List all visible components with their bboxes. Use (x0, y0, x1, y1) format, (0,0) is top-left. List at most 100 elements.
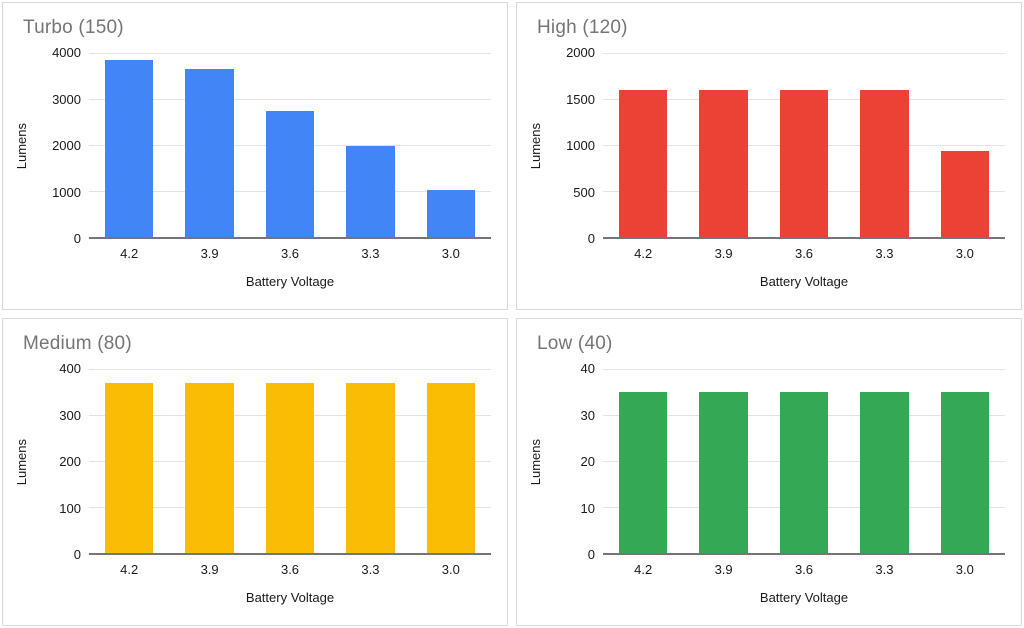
bar-band (250, 369, 330, 553)
bar-band (250, 53, 330, 237)
y-tick-label: 0 (587, 547, 595, 562)
x-axis-title: Battery Voltage (759, 590, 849, 605)
x-tick-label: 3.3 (361, 562, 380, 577)
y-tick-label: 400 (59, 361, 81, 376)
plot-area (603, 369, 1005, 555)
bar (346, 382, 395, 553)
plot-area (89, 369, 491, 555)
x-tick-label: 3.9 (714, 562, 733, 577)
y-tick-label: 100 (59, 500, 81, 516)
y-axis-title-column: Lumens (517, 369, 553, 555)
x-tick-label: 3.3 (361, 246, 380, 261)
y-tick-label: 20 (580, 454, 595, 469)
bar-band (683, 369, 763, 553)
x-tick-labels: 4.2 3.9 3.6 3.3 3.0 (89, 562, 491, 578)
bar (426, 189, 475, 237)
y-tick-label: 300 (59, 407, 81, 423)
x-tick-label: 4.2 (634, 246, 653, 261)
gridline (89, 99, 491, 100)
plot-column: 4.2 3.9 3.6 3.3 3.0 Battery Voltage (603, 53, 1005, 289)
chart-card-high[interactable]: High (120) Lumens 0 500 1000 1500 2000 4.2 3.… (516, 2, 1022, 310)
x-tick-labels: 4.2 3.9 3.6 3.3 3.0 (89, 246, 491, 262)
x-axis-title: Battery Voltage (759, 274, 849, 289)
x-tick-labels: 4.2 3.9 3.6 3.3 3.0 (603, 246, 1005, 262)
y-tick-label: 10 (580, 500, 595, 516)
plot-column: 4.2 3.9 3.6 3.3 3.0 Battery Voltage (89, 369, 491, 605)
bar (185, 382, 234, 553)
y-axis-title-column: Lumens (3, 369, 39, 555)
chart-card-low[interactable]: Low (40) Lumens 0 10 20 30 40 4.2 3.9 3.6 3.3 3.… (516, 318, 1022, 626)
y-axis-title-column: Lumens (517, 53, 553, 239)
y-tick-label: 1500 (566, 91, 595, 107)
bar-band (411, 53, 491, 237)
y-tick-label: 2000 (566, 45, 595, 60)
bar (105, 382, 154, 553)
plot-area (603, 53, 1005, 239)
chart-title: Medium (80) (23, 333, 132, 354)
y-tick-label: 0 (587, 231, 595, 246)
plot-column: 4.2 3.9 3.6 3.3 3.0 Battery Voltage (89, 53, 491, 289)
x-tick-label: 3.3 (875, 562, 894, 577)
y-tick-label: 200 (59, 454, 81, 469)
bar (619, 89, 668, 237)
bar-band (844, 53, 924, 237)
bar (265, 110, 315, 237)
bar (860, 392, 909, 553)
y-tick-label: 1000 (52, 184, 81, 200)
x-tick-labels: 4.2 3.9 3.6 3.3 3.0 (603, 562, 1005, 578)
x-tick-label: 4.2 (120, 562, 139, 577)
x-tick-label: 3.6 (794, 246, 814, 261)
chart-body: Lumens 0 1000 2000 3000 4000 4.2 3.9 3.6 3.3 3.0… (3, 45, 491, 289)
chart-card-medium[interactable]: Medium (80) Lumens 0 100 200 300 400 4.2 3.9 3… (2, 318, 508, 626)
x-axis-title: Battery Voltage (245, 274, 335, 289)
y-tick-label: 500 (573, 184, 595, 200)
x-tick-label: 3.9 (200, 562, 219, 577)
y-tick-label: 0 (73, 547, 81, 562)
gridline (603, 369, 1005, 370)
y-tick-label: 40 (580, 361, 595, 376)
x-tick-label: 4.2 (634, 562, 653, 577)
x-tick-label: 3.3 (875, 246, 894, 261)
bar-band (844, 369, 924, 553)
x-tick-label: 4.2 (120, 246, 139, 261)
bar (426, 382, 475, 553)
bar-band (925, 53, 1005, 237)
chart-card-turbo[interactable]: Turbo (150) Lumens 0 1000 2000 3000 4000 4.2… (2, 2, 508, 310)
y-tick-labels: 0 500 1000 1500 2000 (553, 45, 595, 246)
x-tick-label: 3.6 (280, 562, 300, 577)
bar-band (169, 53, 249, 237)
y-axis-title: Lumens (527, 438, 543, 486)
bar (940, 392, 989, 553)
bar-band (603, 53, 683, 237)
gridline (603, 53, 1005, 54)
bar-band (603, 369, 683, 553)
bar-band (764, 53, 844, 237)
bar (265, 382, 315, 553)
x-tick-label: 3.0 (955, 246, 974, 261)
y-tick-labels: 0 10 20 30 40 (553, 361, 595, 562)
gridline (89, 369, 491, 370)
bar-band (89, 369, 169, 553)
y-tick-label: 2000 (52, 138, 81, 153)
bar (860, 89, 909, 237)
bar (940, 151, 989, 237)
y-tick-label: 1000 (566, 138, 595, 153)
bar (779, 392, 829, 553)
y-axis-title: Lumens (527, 122, 543, 170)
bar-band (169, 369, 249, 553)
bar-band (764, 369, 844, 553)
bar (779, 89, 829, 237)
chart-title: Turbo (150) (23, 17, 124, 38)
x-tick-label: 3.9 (200, 246, 219, 261)
x-tick-label: 3.0 (955, 562, 974, 577)
y-tick-label: 3000 (52, 91, 81, 107)
bar-band (89, 53, 169, 237)
bar (699, 89, 748, 237)
plot-column: 4.2 3.9 3.6 3.3 3.0 Battery Voltage (603, 369, 1005, 605)
x-tick-label: 3.6 (794, 562, 814, 577)
x-tick-label: 3.0 (441, 246, 460, 261)
bar-band (330, 53, 410, 237)
y-axis-title: Lumens (13, 438, 29, 486)
bar (185, 69, 234, 237)
